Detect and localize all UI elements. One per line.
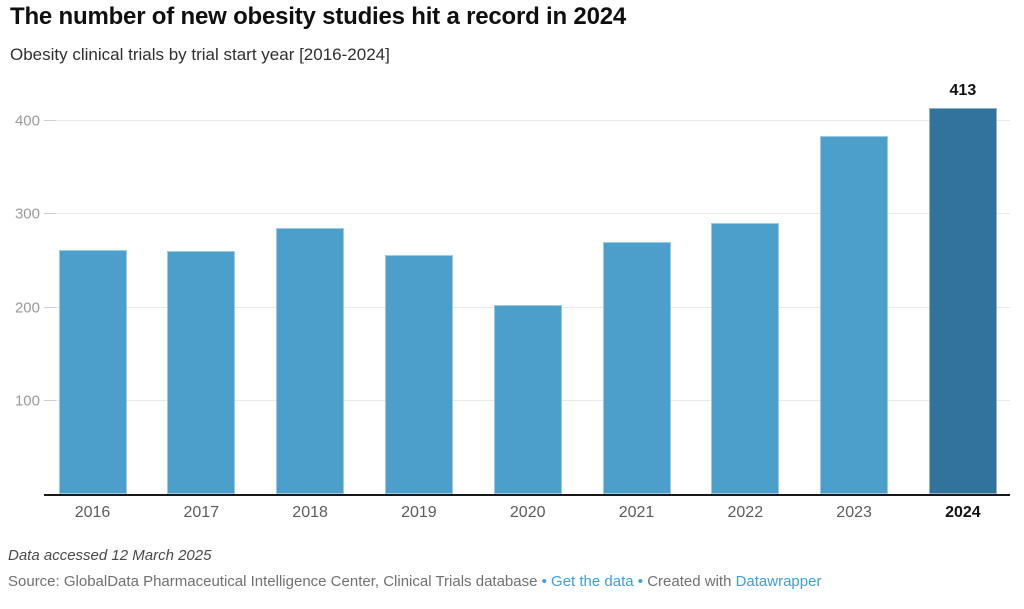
axis-tick-400 (44, 120, 56, 121)
x-tick-label-2016: 2016 (74, 504, 111, 521)
chart-subtitle: Obesity clinical trials by trial start y… (10, 45, 390, 64)
bar-2017[interactable] (167, 251, 236, 494)
y-tick-label-200: 200 (14, 299, 40, 316)
bar-value-label: 413 (949, 82, 977, 99)
x-tick-label-2018: 2018 (292, 504, 328, 521)
bar-2016[interactable] (58, 250, 127, 494)
chart-title: The number of new obesity studies hit a … (10, 3, 627, 30)
created-with-text: Created with (647, 573, 736, 590)
x-tick-label-2021: 2021 (618, 504, 655, 521)
gridline-400 (44, 120, 1010, 121)
y-tick-label-300: 300 (14, 205, 40, 222)
x-tick-label-2024: 2024 (945, 504, 981, 521)
gridline-300 (44, 213, 1010, 214)
bar-2022[interactable] (711, 223, 780, 494)
source-line: Source: GlobalData Pharmaceutical Intell… (8, 573, 821, 590)
axis-tick-300 (44, 213, 56, 214)
bar-2023[interactable] (820, 136, 889, 494)
datawrapper-link[interactable]: Datawrapper (735, 573, 822, 590)
separator-dot: • (633, 573, 648, 590)
separator-dot: • (537, 573, 552, 590)
x-tick-label-2020: 2020 (509, 504, 546, 521)
source-text: Source: GlobalData Pharmaceutical Intell… (8, 573, 538, 590)
x-tick-label-2023: 2023 (836, 504, 872, 521)
bar-2020[interactable] (493, 305, 562, 494)
bar-2018[interactable] (276, 228, 345, 494)
bar-2021[interactable] (602, 242, 671, 494)
axis-tick-100 (44, 400, 56, 401)
bar-2024[interactable] (928, 108, 997, 494)
bar-chart-plot: 100 200 300 400 2016 2017 2018 2019 2020 2021 2022… (0, 78, 1024, 528)
axis-tick-200 (44, 307, 56, 308)
x-axis-line (44, 494, 1010, 496)
y-tick-label-100: 100 (14, 392, 40, 409)
y-tick-label-400: 400 (14, 112, 40, 129)
get-the-data-link[interactable]: Get the data (551, 573, 634, 590)
x-tick-label-2022: 2022 (727, 504, 764, 521)
x-tick-label-2017: 2017 (183, 504, 220, 521)
x-tick-label-2019: 2019 (401, 504, 437, 521)
bar-2019[interactable] (384, 255, 453, 494)
data-accessed-note: Data accessed 12 March 2025 (8, 547, 212, 564)
